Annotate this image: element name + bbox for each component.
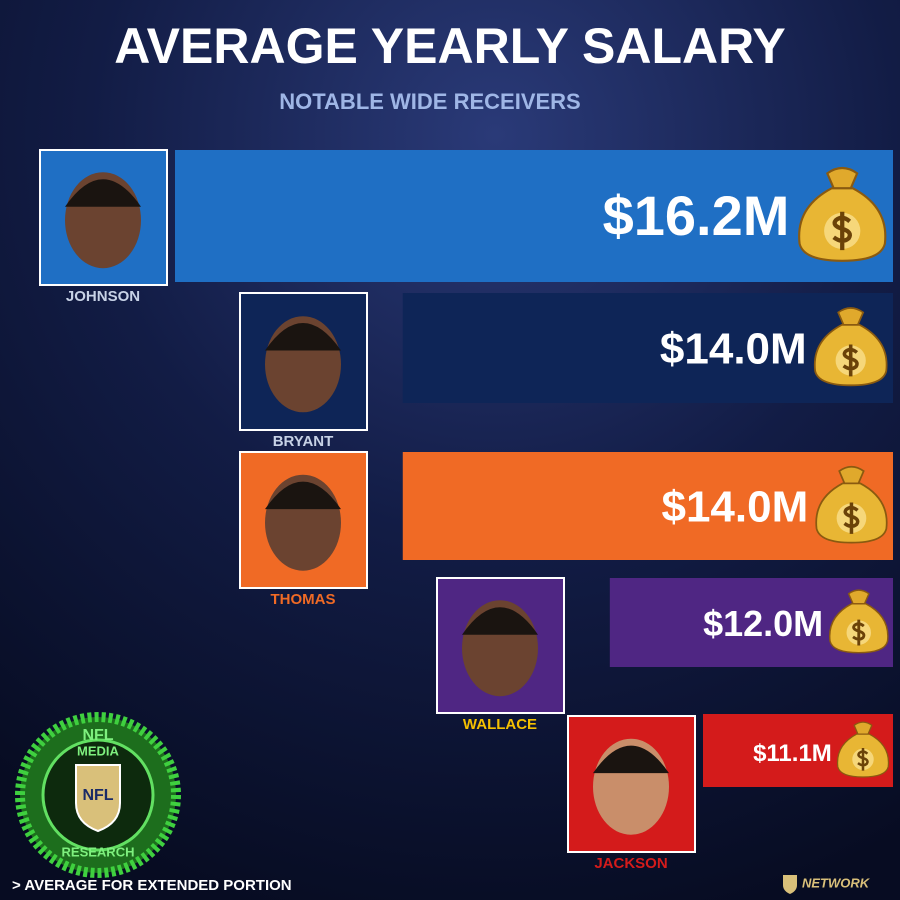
player-name: JOHNSON <box>66 288 140 305</box>
player-hair <box>265 323 341 351</box>
network-text: NETWORK <box>802 875 871 890</box>
money-bag <box>815 465 888 544</box>
value-label: $11.1M <box>753 740 832 767</box>
bag-top <box>837 307 865 326</box>
money-bag <box>829 589 889 654</box>
player-hair <box>593 745 669 774</box>
bag-dollar <box>843 502 860 534</box>
bag-top <box>838 465 865 485</box>
player-hair <box>265 481 341 510</box>
bag-top <box>825 166 859 190</box>
bag-dollar <box>842 344 859 377</box>
research-logo: NFL MEDIA NFL RESEARCH <box>15 712 181 878</box>
money-bag <box>836 721 890 778</box>
chart-title: AVERAGE YEARLY SALARY <box>114 18 785 74</box>
player-name: BRYANT <box>273 433 334 450</box>
logo-text: RESEARCH <box>62 844 135 859</box>
value-label: $16.2M <box>603 184 790 247</box>
bar <box>175 150 893 282</box>
player-hair <box>462 607 538 635</box>
player-name: THOMAS <box>271 591 336 608</box>
network-logo: NETWORK <box>783 875 871 894</box>
logo-text: NFL <box>82 727 113 744</box>
bar <box>402 293 893 403</box>
player-name: WALLACE <box>463 716 537 733</box>
player-hair <box>65 179 141 207</box>
logo-text: MEDIA <box>77 743 120 758</box>
value-label: $14.0M <box>660 325 807 374</box>
bag-top <box>847 589 870 605</box>
bag-dollar <box>852 619 866 646</box>
bar <box>402 452 893 560</box>
player-name: JACKSON <box>594 855 667 872</box>
bag-dollar <box>857 747 869 771</box>
chart-subtitle: NOTABLE WIDE RECEIVERS <box>279 89 581 114</box>
bag-top <box>853 721 873 735</box>
footnote: > AVERAGE FOR EXTENDED PORTION <box>12 877 292 894</box>
value-label: $14.0M <box>661 483 808 532</box>
money-bag <box>813 307 888 387</box>
bag-dollar <box>832 211 852 251</box>
logo-text: NFL <box>82 787 113 804</box>
money-bag <box>798 166 887 262</box>
value-label: $12.0M <box>703 603 823 644</box>
